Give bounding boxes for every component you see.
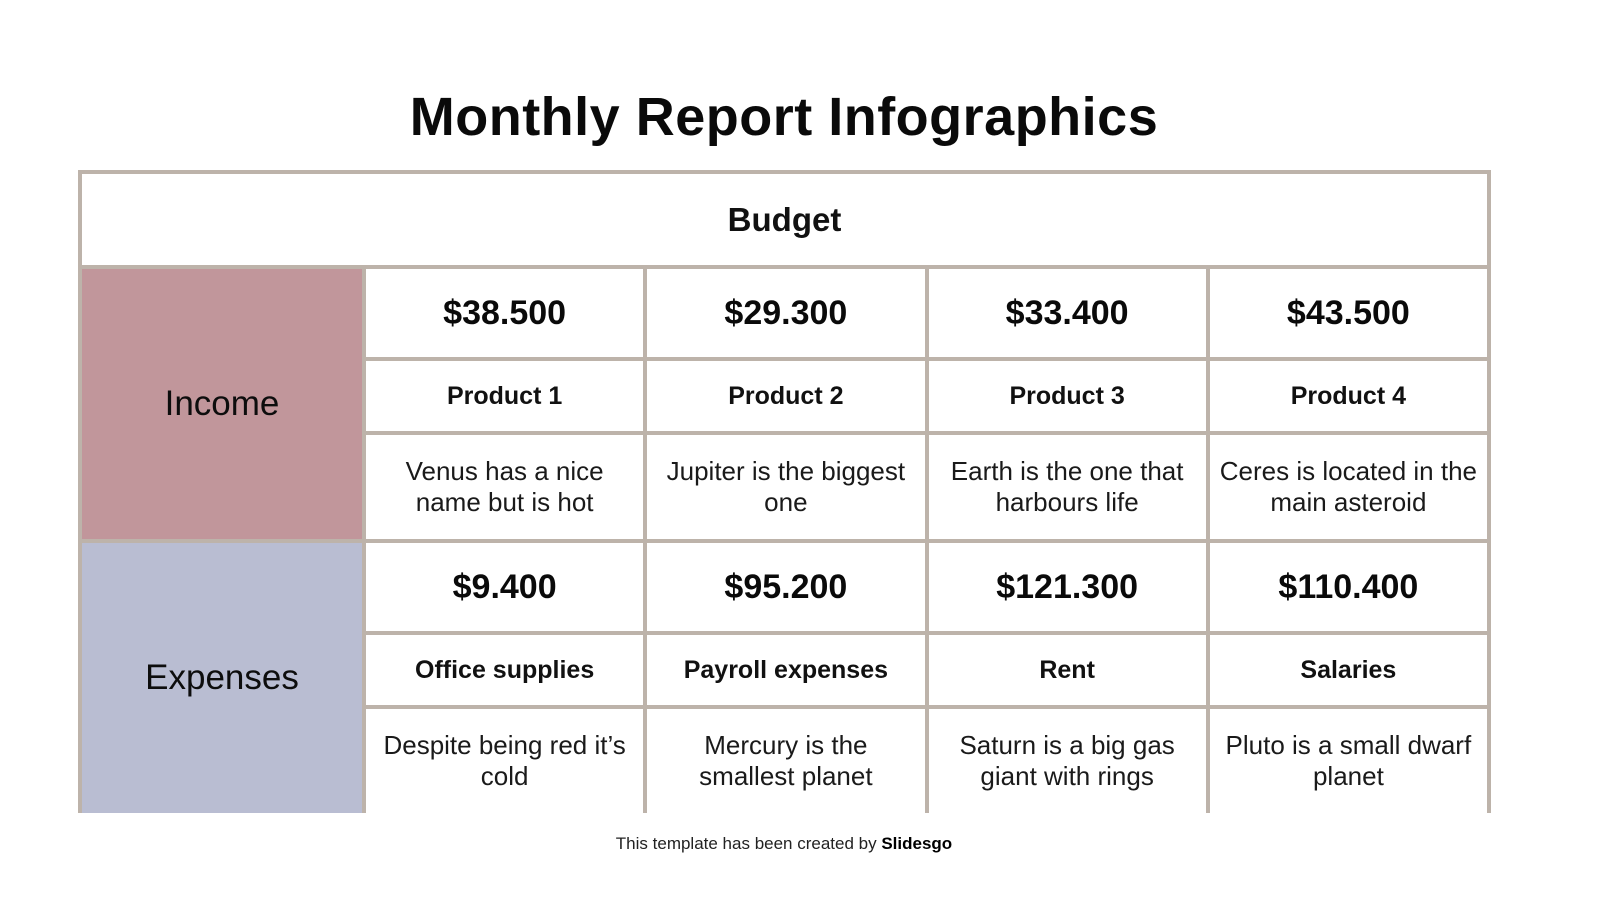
income-label: Income (82, 269, 362, 539)
expenses-name: Salaries (1209, 635, 1487, 705)
expenses-name: Office supplies (366, 635, 644, 705)
expenses-name: Payroll expenses (647, 635, 925, 705)
income-amount: $29.300 (647, 269, 925, 357)
footer-credit: This template has been created by Slides… (0, 834, 1568, 854)
expenses-name: Rent (928, 635, 1206, 705)
expenses-amount: $121.300 (928, 543, 1206, 631)
page-title: Monthly Report Infographics (409, 87, 1159, 147)
expenses-description: Mercury is the smallest planet (647, 709, 925, 813)
expenses-column: $110.400 Salaries Pluto is a small dwarf… (1209, 543, 1487, 813)
income-column: $38.500 Product 1 Venus has a nice name … (366, 269, 644, 539)
income-column: $43.500 Product 4 Ceres is located in th… (1209, 269, 1487, 539)
expenses-amount: $95.200 (647, 543, 925, 631)
expenses-description: Saturn is a big gas giant with rings (928, 709, 1206, 813)
income-column: $33.400 Product 3 Earth is the one that … (928, 269, 1206, 539)
footer-text: This template has been created by (615, 834, 882, 853)
expenses-amount: $110.400 (1209, 543, 1487, 631)
income-column: $29.300 Product 2 Jupiter is the biggest… (647, 269, 925, 539)
expenses-column: $121.300 Rent Saturn is a big gas giant … (928, 543, 1206, 813)
expenses-section: Expenses $9.400 Office supplies Despite … (82, 543, 1487, 813)
income-description: Earth is the one that harbours life (928, 435, 1206, 539)
expenses-description: Despite being red it’s cold (366, 709, 644, 813)
income-name: Product 2 (647, 361, 925, 431)
income-name: Product 3 (928, 361, 1206, 431)
income-name: Product 1 (366, 361, 644, 431)
footer-brand: Slidesgo (881, 834, 953, 853)
expenses-column: $95.200 Payroll expenses Mercury is the … (647, 543, 925, 813)
income-name: Product 4 (1209, 361, 1487, 431)
income-description: Venus has a nice name but is hot (366, 435, 644, 539)
income-description: Jupiter is the biggest one (647, 435, 925, 539)
expenses-amount: $9.400 (366, 543, 644, 631)
budget-header: Budget (82, 174, 1487, 265)
income-amount: $38.500 (366, 269, 644, 357)
budget-table: Budget Income $38.500 Product 1 Venus ha… (78, 170, 1491, 813)
expenses-description: Pluto is a small dwarf planet (1209, 709, 1487, 813)
expenses-label: Expenses (82, 543, 362, 813)
expenses-column: $9.400 Office supplies Despite being red… (366, 543, 644, 813)
income-section: Income $38.500 Product 1 Venus has a nic… (82, 269, 1487, 539)
income-description: Ceres is located in the main asteroid (1209, 435, 1487, 539)
income-amount: $43.500 (1209, 269, 1487, 357)
income-amount: $33.400 (928, 269, 1206, 357)
